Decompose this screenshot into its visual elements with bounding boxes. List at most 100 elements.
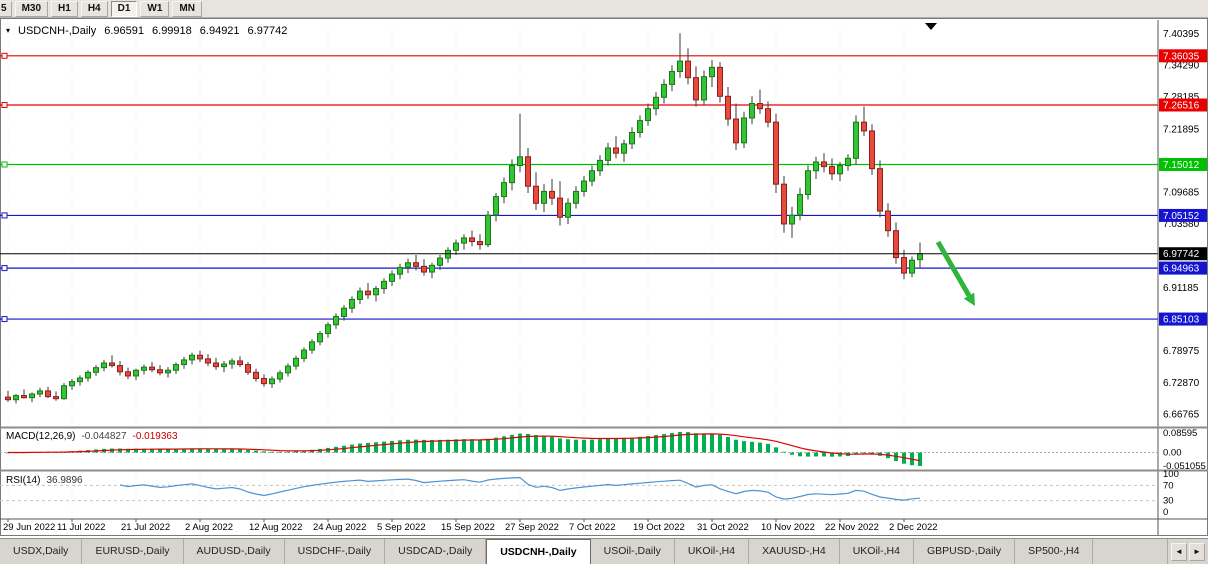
tab-USDX-Daily[interactable]: USDX,Daily [0, 539, 83, 564]
candle-body [893, 230, 899, 259]
price-label-text: 7.26516 [1163, 101, 1200, 112]
candle-body [293, 357, 299, 367]
symbol-tabs: USDX,Daily EURUSD-,Daily AUDUSD-,Daily USDC… [0, 539, 1167, 564]
macd-bar [806, 452, 810, 457]
macd-bar [550, 436, 554, 453]
candle-body [717, 66, 723, 97]
candle-body [821, 161, 827, 168]
candle-body [789, 214, 795, 225]
ohlc-open: 6.96591 [104, 25, 145, 37]
tab-UKOil-H4[interactable]: UKOil-,H4 [840, 539, 914, 564]
timeframe-button-H4[interactable]: H4 [80, 0, 108, 17]
timeframe-button-H1[interactable]: H1 [51, 0, 78, 17]
price-label-box [1159, 312, 1207, 326]
macd-bar [638, 436, 642, 453]
timeframe-button-D1[interactable]: D1 [110, 0, 138, 17]
macd-bar [414, 439, 418, 453]
date-label: 27 Sep 2022 [505, 522, 559, 533]
candle-body [837, 165, 843, 175]
macd-bar [262, 451, 266, 453]
macd-bar [782, 451, 786, 453]
hline-handle[interactable] [1, 52, 8, 59]
macd-bar [582, 439, 586, 453]
date-label: 24 Aug 2022 [313, 522, 366, 533]
macd-bar [510, 434, 514, 453]
candle-body [797, 194, 803, 216]
tab-USDCNH-Daily[interactable]: USDCNH-,Daily [486, 539, 591, 564]
candle-body [861, 121, 867, 132]
macd-bar [142, 448, 146, 453]
macd-bar [518, 433, 522, 453]
timeframe-button-W1[interactable]: W1 [140, 0, 170, 17]
trend-arrow-head[interactable] [963, 292, 975, 306]
macd-bar [182, 448, 186, 453]
hline-handle[interactable] [1, 316, 8, 323]
trend-arrow-shaft[interactable] [935, 240, 972, 297]
macd-bar [710, 433, 714, 453]
macd-bar [822, 452, 826, 457]
hline-handle[interactable] [1, 161, 8, 168]
macd-bar [766, 443, 770, 453]
tab-scroll-arrows: ◄ ► [1167, 539, 1208, 564]
ohlc-close: 6.97742 [247, 25, 288, 37]
candle-body [141, 366, 147, 371]
macd-bar [502, 436, 506, 453]
candle-body [245, 364, 251, 373]
macd-bar [542, 435, 546, 453]
macd-bar [438, 439, 442, 453]
chart-canvas[interactable]: 7.40395 7.34290 7.28185 7.21895 7.09685 7.035… [0, 18, 1208, 538]
chart-region[interactable]: 7.40395 7.34290 7.28185 7.21895 7.09685 7.035… [0, 18, 1208, 538]
macd-bar [574, 439, 578, 453]
macd-bar [286, 451, 290, 453]
rsi-line [119, 476, 921, 501]
hline-handle[interactable] [1, 265, 8, 272]
tab-EURUSD-Daily[interactable]: EURUSD-,Daily [82, 539, 184, 564]
candle-body [429, 264, 435, 273]
horizontal-lines [0, 52, 1158, 323]
trend-arrow[interactable] [935, 240, 975, 306]
tab-GBPUSD-Daily[interactable]: GBPUSD-,Daily [914, 539, 1016, 564]
price-label: 7.26516 [1159, 98, 1207, 112]
chart-symbol-period: USDCNH-,Daily [18, 25, 97, 37]
candle-body [237, 360, 243, 366]
timeframe-button-MN[interactable]: MN [172, 0, 202, 17]
chart-shift-icon[interactable] [925, 23, 937, 30]
candle-body [461, 237, 467, 244]
date-label: 29 Jun 2022 [3, 522, 55, 533]
candle-body [197, 354, 203, 360]
candle-body [629, 131, 635, 145]
tab-UKOil-H4[interactable]: UKOil-,H4 [675, 539, 750, 564]
macd-bar [470, 439, 474, 453]
tabs-scroll-right-button[interactable]: ► [1189, 542, 1205, 561]
tab-USDCHF-Daily[interactable]: USDCHF-,Daily [285, 539, 386, 564]
macd-bar [342, 445, 346, 453]
macd-bar [566, 439, 570, 453]
macd-bar [126, 448, 130, 453]
tab-SP500-H4[interactable]: SP500-,H4 [1015, 539, 1094, 564]
candle-body [813, 161, 819, 172]
timeframe-button-partial[interactable]: 5 [0, 0, 12, 17]
macd-bar [750, 441, 754, 453]
macd-bar [118, 448, 122, 453]
macd-label: MACD(12,26,9) -0.044827 -0.019363 [6, 431, 178, 442]
candle-body [485, 214, 491, 246]
macd-bar [494, 437, 498, 453]
macd-bar [598, 439, 602, 453]
candle-body [309, 341, 315, 351]
hline-handle[interactable] [1, 212, 8, 219]
macd-bar [366, 442, 370, 453]
price-label-text: 6.97742 [1163, 249, 1200, 260]
candle-body [213, 362, 219, 368]
price-label: 6.85103 [1159, 312, 1207, 326]
tab-AUDUSD-Daily[interactable]: AUDUSD-,Daily [184, 539, 285, 564]
candle-body [645, 108, 651, 122]
tab-USOil-Daily[interactable]: USOil-,Daily [591, 539, 675, 564]
timeframe-button-M30[interactable]: M30 [14, 0, 49, 17]
candle-body [53, 396, 59, 400]
candle-body [261, 378, 267, 385]
hline-handle[interactable] [1, 102, 8, 109]
tab-USDCAD-Daily[interactable]: USDCAD-,Daily [385, 539, 487, 564]
tab-XAUUSD-H4[interactable]: XAUUSD-,H4 [749, 539, 840, 564]
tabs-scroll-left-button[interactable]: ◄ [1171, 542, 1187, 561]
candle-body [173, 364, 179, 371]
